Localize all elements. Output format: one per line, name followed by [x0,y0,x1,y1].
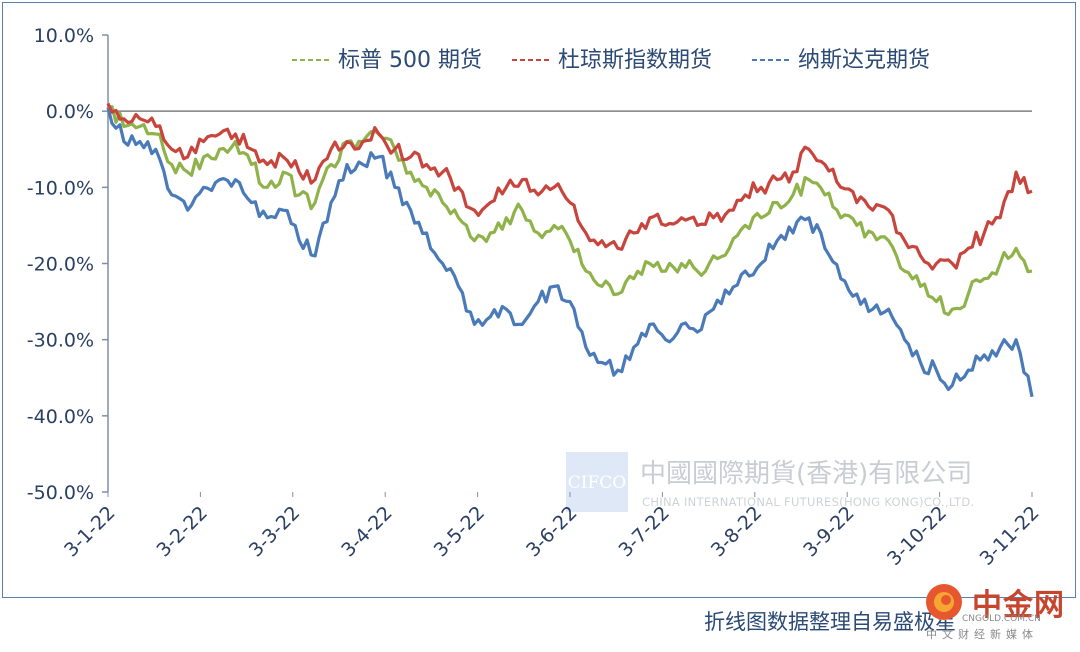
footer-note: 折线图数据整理自易盛极星 [704,610,956,634]
legend-label: 杜琼斯指数期货 [558,48,712,73]
x-tick-label: 3-9-22 [799,502,858,561]
y-tick-label: -40.0% [27,406,94,428]
site-logo-icon [926,584,962,620]
y-tick-label: -20.0% [27,254,94,276]
watermark-badge: CIFCO [568,473,626,493]
legend-label: 纳斯达克期货 [798,48,930,73]
x-tick-label: 3-2-22 [152,502,211,561]
series-line [107,105,1033,317]
y-tick-label: -50.0% [27,482,94,504]
watermark: CIFCO 中國國際期貨(香港)有限公司 CHINA INTERNATIONAL… [566,452,974,512]
line-chart: CIFCO 中國國際期貨(香港)有限公司 CHINA INTERNATIONAL… [27,25,1044,570]
x-tick-label: 3-4-22 [337,502,396,561]
site-name: 中金网 [972,588,1065,623]
x-tick-label: 3-3-22 [245,502,304,561]
y-tick-label: 10.0% [34,25,94,47]
x-tick-label: 3-6-22 [522,502,581,561]
x-tick-label: 3-1-22 [60,502,119,561]
site-url: CNGOLD.COM.CN [962,614,1041,624]
y-tick-label: -10.0% [27,177,94,199]
chart-frame [2,2,1076,598]
series-line [106,102,1033,271]
watermark-company-cn: 中國國際期貨(香港)有限公司 [640,459,972,489]
watermark-badge-box [566,452,628,512]
watermark-company-en: CHINA INTERNATIONAL FUTURES(HONG KONG)CO… [642,495,974,509]
legend-label: 标普 500 期货 [338,48,482,73]
x-tick-label: 3-11-22 [976,502,1044,570]
y-tick-label: -30.0% [27,330,94,352]
x-tick-label: 3-5-22 [430,502,489,561]
site-tagline: 中文财经新媒体 [926,628,1038,641]
series-layer [106,102,1034,398]
series-line [106,107,1034,398]
x-tick-label: 3-8-22 [707,502,766,561]
x-tick-label: 3-10-22 [883,502,951,570]
legend: 标普 500 期货 杜琼斯指数期货 纳斯达克期货 [292,48,930,73]
y-tick-label: 0.0% [46,101,94,123]
